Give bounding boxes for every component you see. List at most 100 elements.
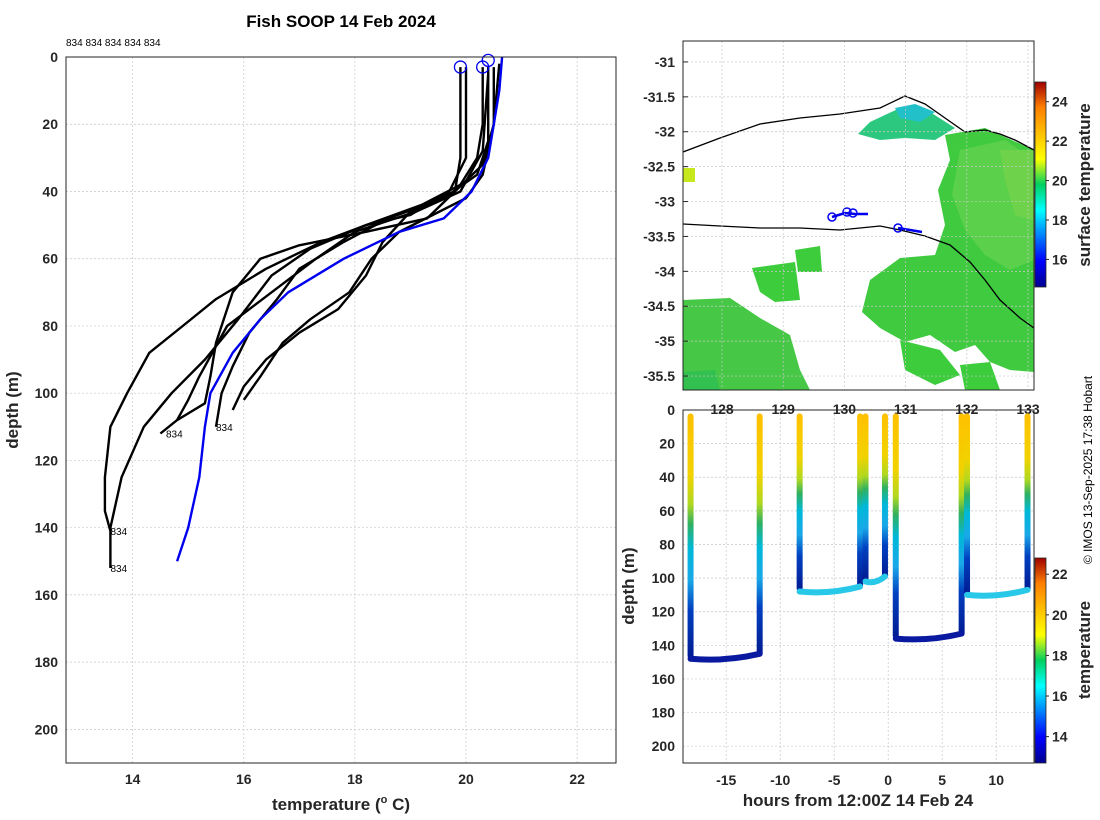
profile-end-label: 834: [110, 527, 127, 538]
map-y-tick-label: -35: [655, 333, 675, 349]
profile-y-tick-label: 20: [42, 116, 58, 132]
time-depth-y-tick-label: 160: [652, 671, 676, 687]
map-frame: [682, 40, 1035, 391]
map-cast-marker: [848, 208, 858, 218]
cast-descent-trace: [964, 413, 971, 595]
profile-gridlines: [66, 56, 616, 763]
cast-bottom-trace: [687, 650, 763, 663]
time-depth-gridlines: [683, 409, 1034, 763]
map-colorbar-tick-label: 20: [1052, 173, 1068, 189]
time-depth-y-tick-label: 0: [667, 402, 675, 418]
profile-line-profile-1: [159, 67, 462, 435]
time-depth-y-tick-label: 120: [652, 604, 676, 620]
map-colorbar-tick-label: 22: [1052, 133, 1068, 149]
cast-ascent-trace: [1024, 413, 1031, 592]
profile-y-tick-label: 60: [42, 251, 58, 267]
temperature-colorbar-ticks: 14 16 18 20 22: [1046, 566, 1068, 745]
credit-text: © IMOS 13-Sep-2025 17:38 Hobart: [1081, 375, 1095, 564]
profile-surface-marker: [481, 53, 495, 68]
time-depth-x-axis-label: hours from 12:00Z 14 Feb 24: [743, 791, 974, 810]
profile-y-ticks: 0 20 40 60 80 100 120 140 160 180 200: [35, 49, 59, 737]
cast-descent-trace: [687, 413, 694, 659]
cast-bottom-trace: [796, 583, 864, 596]
profile-y-tick-label: 40: [42, 183, 58, 199]
map-y-tick-label: -33: [655, 194, 675, 210]
map-colorbar: [1034, 81, 1047, 288]
map-x-tick-label: 129: [772, 401, 796, 417]
profile-x-tick-label: 16: [236, 771, 252, 787]
time-depth-x-tick-label: 0: [884, 772, 892, 788]
profile-line-mean: [175, 56, 504, 562]
map-cast-marker: [842, 207, 852, 217]
temperature-colorbar-tick-label: 16: [1052, 688, 1068, 704]
time-depth-x-tick-label: -15: [716, 772, 736, 788]
time-depth-casts: [687, 413, 1031, 663]
map-colorbar-tick-label: 24: [1052, 94, 1068, 110]
profile-y-tick-label: 160: [35, 587, 59, 603]
profile-y-tick-label: 0: [50, 49, 58, 65]
profile-x-tick-label: 18: [347, 771, 363, 787]
time-depth-y-tick-label: 140: [652, 637, 676, 653]
profile-line-profile-4: [214, 67, 490, 427]
time-depth-y-axis-label: depth (m): [619, 547, 638, 624]
map-ship-track-west: [831, 211, 868, 219]
map-colorbar-tick-label: 18: [1052, 212, 1068, 228]
profile-top-label: 834 834 834 834 834: [66, 38, 161, 49]
cast-descent-trace: [796, 413, 803, 592]
map-cast-marker: [893, 223, 903, 233]
profile-y-tick-label: 80: [42, 318, 58, 334]
map-colorbar-ticks: 16 18 20 22 24: [1046, 94, 1068, 267]
map-coastline-north: [683, 95, 1034, 153]
profile-line-profile-2: [103, 67, 468, 532]
cast-ascent-trace: [857, 413, 864, 589]
profile-y-axis-label: depth (m): [3, 371, 22, 448]
map-y-tick-label: -32.5: [643, 159, 675, 175]
map-y-ticks: -31 -31.5 -32 -32.5 -33 -33.5 -34 -34.5 -35 -35.5: [643, 54, 675, 384]
profile-end-label: 834: [166, 430, 183, 441]
profile-chart-title: Fish SOOP 14 Feb 2024: [246, 12, 436, 31]
profile-x-ticks: 14 16 18 20 22: [125, 771, 585, 787]
map-colorbar-label: surface temperature: [1075, 103, 1094, 266]
map-y-tick-label: -32: [655, 124, 675, 140]
time-depth-y-tick-label: 180: [652, 705, 676, 721]
profile-y-tick-label: 100: [35, 385, 59, 401]
temperature-colorbar-label: temperature: [1075, 601, 1094, 699]
profile-y-tick-label: 200: [35, 721, 59, 737]
map-x-tick-label: 132: [955, 401, 979, 417]
time-depth-y-tick-label: 200: [652, 738, 676, 754]
cast-descent-trace: [892, 413, 899, 639]
temperature-colorbar-tick-label: 18: [1052, 647, 1068, 663]
time-depth-x-tick-label: -5: [828, 772, 841, 788]
time-depth-y-tick-label: 60: [659, 503, 675, 519]
profile-y-tick-label: 180: [35, 654, 59, 670]
time-depth-x-tick-label: 5: [938, 772, 946, 788]
temperature-colorbar-tick-label: 20: [1052, 607, 1068, 623]
time-depth-y-tick-label: 80: [659, 536, 675, 552]
profile-end-label: 834: [110, 564, 127, 575]
map-x-ticks: 128 129 130 131 132 133: [710, 401, 1040, 417]
map-x-tick-label: 131: [894, 401, 918, 417]
cast-ascent-trace: [881, 413, 888, 579]
map-coastline-south: [683, 223, 1034, 329]
map-x-tick-label: 128: [710, 401, 734, 417]
profile-x-axis-label: temperature (o C): [272, 794, 410, 814]
profile-series: 834 834 834 834: [103, 53, 504, 575]
map-y-tick-label: -31.5: [643, 89, 675, 105]
time-depth-x-tick-label: 10: [988, 772, 1004, 788]
temperature-colorbar: [1034, 557, 1047, 764]
temperature-colorbar-tick-label: 14: [1052, 729, 1068, 745]
temperature-colorbar-tick-label: 22: [1052, 566, 1068, 582]
time-depth-x-ticks: -15 -10 -5 0 5 10: [716, 772, 1004, 788]
map-y-tick-label: -34: [655, 263, 675, 279]
map-y-tick-label: -33.5: [643, 228, 675, 244]
time-depth-y-ticks: 0 20 40 60 80 100 120 140 160 180 200: [652, 402, 676, 754]
time-depth-frame: [682, 409, 1035, 764]
cast-ascent-trace: [958, 413, 965, 636]
time-depth-y-tick-label: 20: [659, 436, 675, 452]
cast-ascent-trace: [756, 413, 763, 656]
profile-line-profile-7: [176, 73, 490, 421]
time-depth-y-tick-label: 40: [659, 469, 675, 485]
profile-plot-frame: [65, 56, 617, 764]
profile-x-tick-label: 14: [125, 771, 141, 787]
